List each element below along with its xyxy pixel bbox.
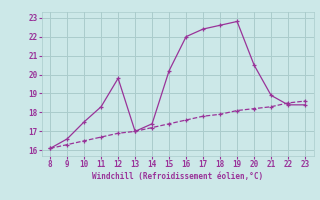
X-axis label: Windchill (Refroidissement éolien,°C): Windchill (Refroidissement éolien,°C) <box>92 172 263 181</box>
